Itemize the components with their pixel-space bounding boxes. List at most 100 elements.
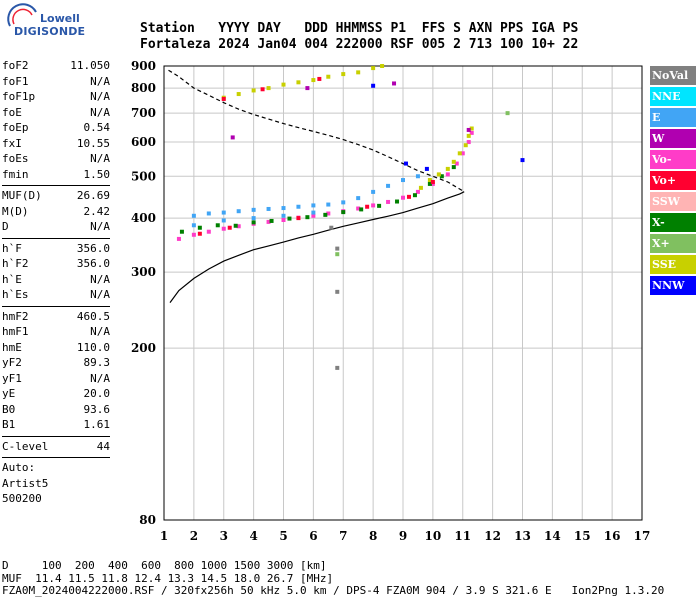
param-row: foF1 N/A <box>2 74 110 90</box>
param-value: 20.0 <box>83 387 111 400</box>
param-key: M(D) <box>2 204 29 218</box>
param-key: B1 <box>2 418 16 431</box>
echo-point <box>395 199 400 204</box>
legend-item: SSE <box>650 255 696 274</box>
echo-point <box>296 216 301 221</box>
param-value: 356.0 <box>76 241 110 255</box>
param-row: h`F 356.0 <box>2 241 110 257</box>
autoscaling-info: Artist5 <box>2 476 49 490</box>
param-value: 1.61 <box>83 418 111 431</box>
echo-point <box>305 215 310 220</box>
echo-point <box>251 207 256 212</box>
echo-point <box>266 206 271 211</box>
echo-point <box>418 185 423 190</box>
legend-item: NNE <box>650 87 696 106</box>
echo-point <box>454 161 459 166</box>
y-tick-label: 800 <box>131 81 156 95</box>
echo-point <box>206 229 211 234</box>
param-key: yE <box>2 387 16 400</box>
echo-point <box>281 217 286 222</box>
echo-point <box>415 189 420 194</box>
echo-point <box>439 174 444 179</box>
param-key: yF1 <box>2 371 22 385</box>
y-tick-label: 300 <box>131 265 156 279</box>
param-value: 10.55 <box>76 136 110 150</box>
echo-point <box>371 83 376 88</box>
footer: D 100 200 400 600 800 1000 1500 3000 [km… <box>2 559 664 598</box>
echo-point <box>326 74 331 79</box>
echo-point <box>392 81 397 86</box>
echo-point <box>412 193 417 198</box>
echo-point <box>197 231 202 236</box>
y-tick-label: 200 <box>131 341 156 355</box>
param-value: 110.0 <box>76 340 110 354</box>
digisonde-logo: Lowell DIGISONDE <box>2 2 85 42</box>
param-row: foF1p N/A <box>2 89 110 105</box>
echo-point <box>221 210 226 215</box>
echo-point <box>415 174 420 179</box>
y-tick-label: 400 <box>131 211 156 225</box>
logo-line1: Lowell <box>40 12 80 25</box>
echo-point <box>430 179 435 184</box>
echo-point <box>191 213 196 218</box>
echo-point <box>380 64 385 68</box>
polarization-legend: NoVal NNE E W Vo- Vo+ SSW X- X+ SSE NNW <box>650 66 696 297</box>
autoscaling-info: 500200 <box>2 492 42 505</box>
echo-point <box>221 218 226 223</box>
param-value: N/A <box>90 105 110 119</box>
echo-point <box>236 209 241 214</box>
param-key: foE <box>2 105 22 119</box>
param-value: 356.0 <box>76 257 110 270</box>
echo-point <box>335 289 340 294</box>
x-tick-label: 11 <box>454 529 471 543</box>
legend-item: W <box>650 129 696 148</box>
echo-point <box>236 92 241 97</box>
param-key: foF2 <box>2 59 29 72</box>
param-key: foF1 <box>2 74 29 88</box>
echo-point <box>335 365 340 370</box>
echo-point <box>311 203 316 208</box>
x-tick-label: 15 <box>574 529 591 543</box>
logo-arc-icon <box>7 3 37 27</box>
echo-point <box>356 206 361 211</box>
y-tick-label: 80 <box>139 513 156 527</box>
param-value: N/A <box>90 371 110 385</box>
param-row: D N/A <box>2 219 110 235</box>
param-value: 89.3 <box>83 356 111 369</box>
x-tick-label: 8 <box>369 529 377 543</box>
param-key: hmE <box>2 340 22 354</box>
x-tick-label: 6 <box>309 529 317 543</box>
echo-point <box>505 111 510 116</box>
echo-point <box>466 133 471 138</box>
param-value: 1.50 <box>83 167 111 181</box>
param-row: fmin 1.50 <box>2 167 110 183</box>
echo-point <box>206 211 211 216</box>
header-line2: Fortaleza 2024 Jan04 004 222000 RSF 005 … <box>140 37 579 52</box>
echo-point <box>356 70 361 75</box>
footer-distance-row: D 100 200 400 600 800 1000 1500 3000 [km… <box>2 559 327 572</box>
param-row: hmE 110.0 <box>2 340 110 356</box>
x-tick-label: 2 <box>190 529 198 543</box>
echo-point <box>233 223 238 228</box>
echo-point <box>445 172 450 177</box>
echo-point <box>335 246 340 251</box>
param-divider <box>2 305 110 307</box>
param-key: foEs <box>2 152 29 165</box>
x-tick-label: 3 <box>220 529 228 543</box>
echo-point <box>176 236 181 241</box>
x-tick-label: 14 <box>544 529 561 543</box>
echo-point <box>266 86 271 91</box>
echo-point <box>326 211 331 216</box>
param-key: hmF1 <box>2 325 29 338</box>
echo-point <box>281 213 286 218</box>
x-tick-label: 13 <box>514 529 531 543</box>
echo-point <box>427 178 432 183</box>
param-row: h`E N/A <box>2 272 110 288</box>
echo-point <box>215 223 220 228</box>
x-tick-label: 12 <box>484 529 501 543</box>
param-divider <box>2 457 110 458</box>
echo-point <box>371 203 376 208</box>
param-key: B0 <box>2 402 16 416</box>
param-value: N/A <box>90 272 110 286</box>
